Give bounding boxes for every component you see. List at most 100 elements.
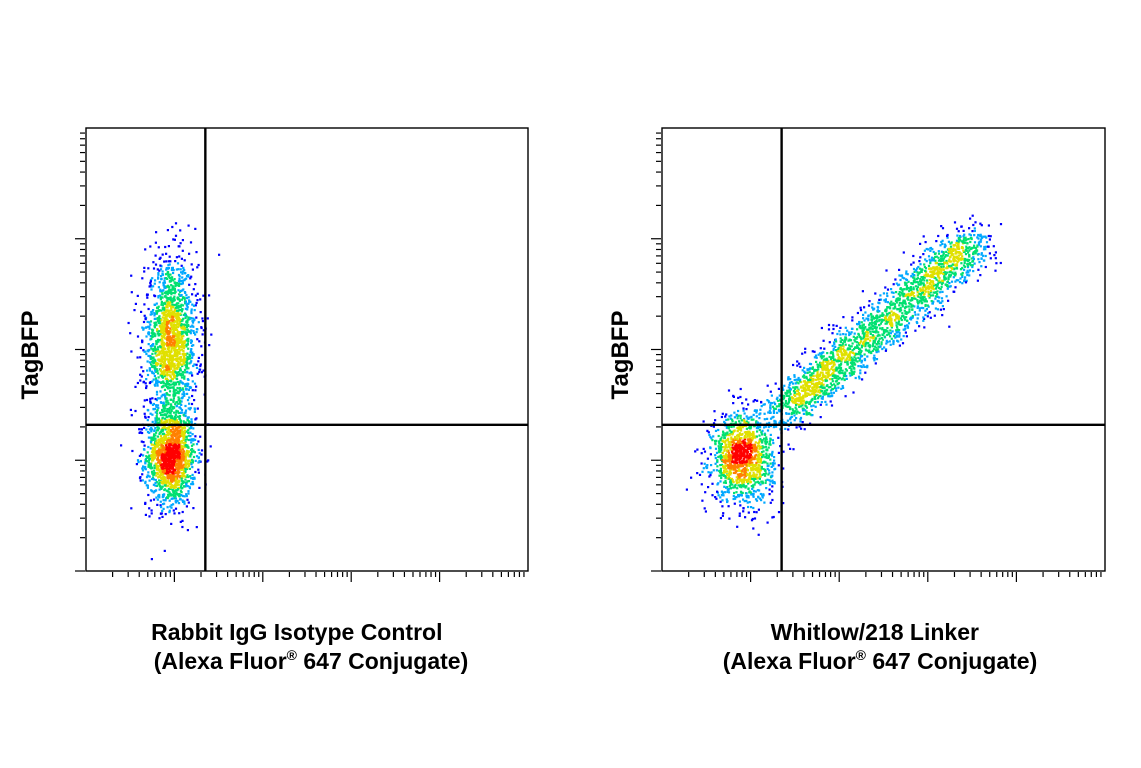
data-point [185,495,188,498]
data-point [191,459,194,462]
data-point [184,465,187,468]
data-point [170,441,173,444]
data-point [756,459,759,462]
data-point [972,258,975,261]
data-point [153,464,156,467]
data-point [156,370,159,373]
data-point [719,454,722,457]
data-point [745,433,748,436]
data-point [930,294,933,297]
data-point [160,413,163,416]
data-point [143,314,146,317]
data-point [152,343,155,346]
data-point [816,383,819,386]
data-point [171,301,174,304]
data-point [157,273,160,276]
data-point [195,455,199,458]
data-point [183,269,186,272]
data-point [170,364,173,367]
data-point [759,475,762,478]
data-point [711,439,714,442]
data-point [187,340,190,343]
data-point [156,412,159,415]
data-point [165,427,168,430]
data-point [148,428,151,431]
data-point [954,259,957,262]
data-point [188,402,191,405]
data-point [168,365,171,368]
data-point [195,363,198,366]
data-point [178,373,181,376]
data-point [181,304,185,307]
data-point [754,490,757,493]
data-point [183,360,186,363]
data-point [149,440,152,443]
data-point [174,479,177,482]
data-point [724,422,727,425]
data-point [710,464,713,467]
data-point [158,448,161,451]
data-point [747,487,750,490]
data-point [180,468,183,471]
data-point [741,440,744,443]
data-point [150,288,153,291]
data-point [724,432,728,435]
data-point [187,492,190,495]
data-point [180,464,183,467]
data-point [162,448,165,451]
data-point [957,279,960,282]
data-point [193,407,196,410]
data-point [717,445,720,448]
data-point [183,296,186,299]
data-point [700,483,703,486]
data-point [743,438,747,441]
data-point [152,347,155,351]
data-point [185,435,188,438]
data-point [159,352,162,355]
data-point [176,367,179,370]
data-point [193,309,196,312]
data-point [153,365,156,368]
data-point [152,478,155,481]
data-point [182,500,185,503]
data-point [953,221,957,224]
data-point [999,223,1003,226]
data-point [725,446,728,449]
data-point [154,360,157,363]
data-point [928,258,931,261]
data-point [173,351,176,354]
data-point [148,458,151,462]
data-point [151,420,154,423]
data-point [169,469,172,472]
data-point [717,440,720,443]
data-point [727,454,730,457]
data-point [179,402,182,405]
data-point [174,403,177,406]
data-point [736,437,739,440]
data-point [195,385,198,388]
data-point [727,477,730,480]
data-point [189,349,193,352]
data-point [173,389,176,392]
data-point [182,327,185,330]
data-point [164,472,167,475]
data-point [153,335,156,338]
data-point [152,285,155,288]
data-point [811,350,814,353]
data-point [737,435,740,438]
data-point [161,428,164,431]
data-point [168,446,171,449]
data-point [973,244,976,247]
data-point [163,481,166,484]
data-point [197,471,200,474]
data-point [740,491,743,494]
data-point [150,467,153,470]
data-point [186,466,189,469]
data-point [191,473,194,476]
data-point [725,498,728,501]
data-point [176,499,179,502]
data-point [189,385,192,389]
data-point [179,433,182,436]
data-point [155,474,158,477]
data-point [190,308,193,311]
